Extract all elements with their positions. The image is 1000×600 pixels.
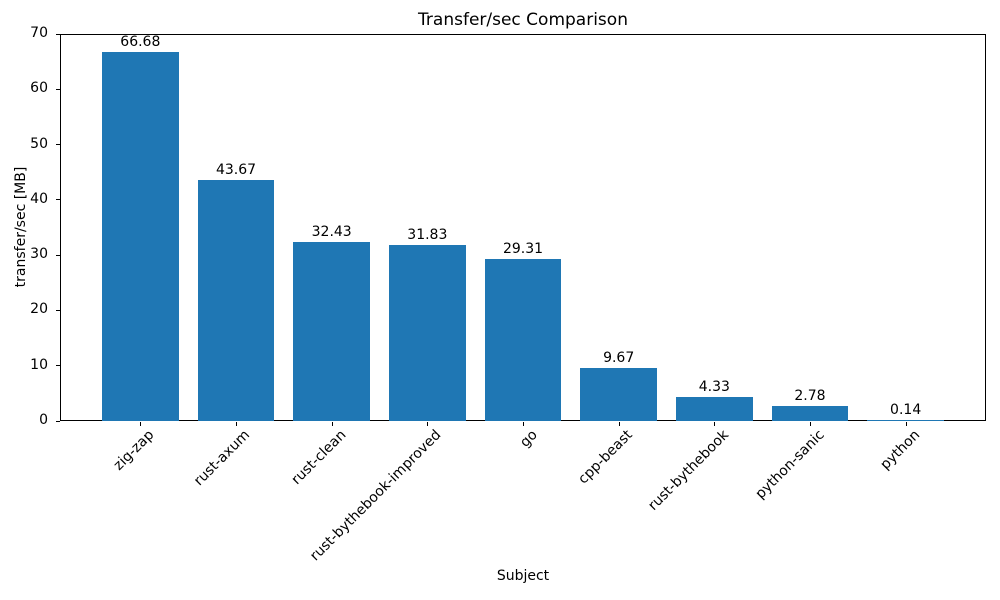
bar [867, 420, 944, 421]
x-tick-mark [809, 422, 811, 426]
y-tick-label: 20 [30, 301, 48, 318]
bar-value-label: 2.78 [794, 387, 826, 404]
x-tick-mark [236, 422, 238, 426]
x-tick-mark [714, 422, 716, 426]
bar-value-label: 32.43 [311, 223, 352, 240]
y-tick-label: 0 [39, 412, 48, 428]
y-tick-mark [56, 365, 60, 367]
y-tick-label: 10 [30, 356, 48, 373]
bar [676, 397, 753, 421]
x-tick-label: cpp-beast [575, 427, 636, 488]
x-tick-mark [427, 422, 429, 426]
x-axis-label: Subject [496, 568, 550, 584]
y-tick-mark [56, 144, 60, 146]
chart-title: Transfer/sec Comparison [418, 10, 628, 30]
bar [484, 258, 562, 421]
y-tick-label: 60 [30, 80, 48, 97]
bar-value-label: 66.68 [120, 34, 161, 51]
y-tick-label: 30 [30, 246, 48, 263]
x-tick-mark [618, 422, 620, 426]
x-tick-mark [905, 422, 907, 426]
x-tick-label: python [877, 427, 923, 473]
bar [102, 52, 179, 421]
y-tick-mark [56, 420, 60, 422]
x-tick-label: zig-zap [111, 427, 158, 474]
x-tick-label: rust-clean [288, 427, 350, 488]
x-tick-mark [140, 422, 142, 426]
bar [771, 405, 849, 421]
y-tick-label: 40 [30, 190, 48, 207]
bar-value-label: 4.33 [698, 379, 730, 396]
y-tick-mark [56, 199, 60, 201]
y-axis-label: transfer/sec [MB] [13, 166, 29, 288]
bar-value-label: 0.14 [890, 402, 922, 418]
y-tick-label: 70 [30, 25, 48, 41]
x-tick-label: python-sanic [752, 427, 828, 503]
x-tick-label: rust-bythebook [644, 427, 732, 514]
x-tick-label: rust-axum [191, 427, 254, 490]
y-tick-mark [56, 88, 60, 90]
y-tick-mark [56, 33, 60, 35]
bar [580, 367, 657, 421]
y-tick-mark [56, 309, 60, 311]
x-tick-mark [523, 422, 524, 426]
bar-value-label: 29.31 [502, 240, 544, 257]
bar-value-label: 31.83 [407, 227, 448, 244]
bar-value-label: 43.67 [215, 161, 257, 178]
y-tick-mark [56, 254, 60, 256]
bar-value-label: 9.67 [603, 349, 635, 366]
bar [293, 241, 370, 421]
bar [389, 245, 466, 421]
bar [197, 179, 275, 421]
x-tick-mark [331, 422, 333, 426]
x-tick-label: go [516, 427, 541, 451]
y-tick-label: 50 [30, 135, 48, 152]
